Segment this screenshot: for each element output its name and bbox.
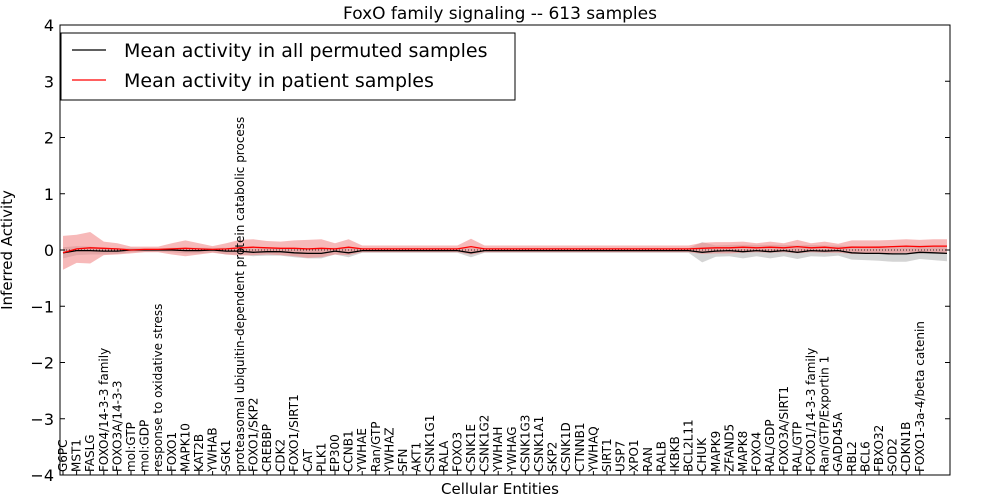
x-tick-label: CSNK1G2: [478, 415, 492, 472]
y-tick-label: 2: [44, 129, 54, 148]
x-tick-label: SKP2: [546, 442, 560, 472]
x-tick-label: USP7: [614, 441, 628, 472]
x-tick-label: mol:GDP: [138, 420, 152, 472]
x-tick-label: RALA: [437, 440, 451, 472]
y-tick-label: −4: [30, 466, 54, 485]
x-tick-label: CTNNB1: [573, 422, 587, 472]
y-tick-label: 4: [44, 16, 54, 35]
x-tick-label: SFN: [396, 449, 410, 473]
x-tick-label: Ran/GTP: [369, 421, 383, 472]
y-tick-label: 3: [44, 72, 54, 91]
x-tick-label: FOXO1-3a-4/beta catenin: [913, 321, 927, 472]
x-tick-label: YWHAE: [355, 428, 369, 473]
legend-box: [60, 32, 516, 101]
x-tick-label: SGK1: [219, 440, 233, 472]
x-axis-labels: G6PC MST1 FASLG FOXO4/14-3-3 family FOXO3A/1…: [56, 117, 927, 475]
x-tick-label: RAN: [641, 447, 655, 472]
legend-label-patient: Mean activity in patient samples: [124, 70, 434, 92]
x-tick-label: IKBKB: [668, 436, 682, 472]
x-tick-label: CHUK: [695, 437, 709, 472]
x-tick-label: MAPK8: [736, 431, 750, 472]
x-tick-label: SOD2: [886, 438, 900, 472]
x-tick-label: response to oxidative stress: [151, 304, 165, 472]
y-axis: 4 3 2 1 0 −1 −2 −3 −4: [30, 16, 950, 485]
y-axis-label: Inferred Activity: [0, 190, 16, 310]
x-tick-label: CSNK1G1: [423, 415, 437, 472]
x-tick-label: FOXO1/SKP2: [246, 397, 260, 472]
x-tick-label: FOXO1/14-3-3 family: [804, 348, 818, 472]
x-tick-label: CAT: [301, 448, 315, 472]
x-tick-label: XPO1: [627, 439, 641, 472]
x-tick-label: YWHAG: [505, 426, 519, 473]
legend-label-permuted: Mean activity in all permuted samples: [124, 40, 487, 62]
x-tick-label: YWHAH: [491, 427, 505, 473]
x-tick-label: RAL/GTP: [790, 422, 804, 472]
x-tick-label: MST1: [70, 439, 84, 472]
x-tick-label: YWHAB: [206, 427, 220, 473]
x-tick-label: FOXO1/SIRT1: [287, 394, 301, 472]
x-tick-label: FOXO3A/14-3-3: [110, 380, 124, 472]
x-tick-label: KAT2B: [192, 434, 206, 472]
line-permuted: [62, 249, 948, 255]
x-tick-label: RAL/GDP: [763, 419, 777, 472]
x-tick-label: CDKN1B: [899, 422, 913, 472]
x-tick-label: GADD45A: [831, 412, 845, 472]
x-tick-label: G6PC: [56, 439, 70, 472]
x-tick-label: YWHAQ: [586, 426, 600, 473]
x-tick-label: CSNK1D: [559, 422, 573, 472]
y-tick-label: −3: [30, 410, 54, 429]
x-tick-label: RBL2: [845, 441, 859, 472]
y-tick-label: 0: [44, 241, 54, 260]
x-tick-label: FOXO3: [450, 432, 464, 472]
x-tick-label: CSNK1E: [464, 424, 478, 472]
x-tick-label: CSNK1A1: [532, 416, 546, 472]
x-tick-label: FASLG: [83, 434, 97, 472]
line-patient: [62, 245, 947, 254]
x-tick-label: mol:GTP: [124, 422, 138, 472]
x-tick-label: ZFAND5: [722, 424, 736, 472]
x-axis-label: Cellular Entities: [441, 480, 559, 498]
x-tick-label: FOXO1: [165, 432, 179, 472]
x-tick-label: YWHAZ: [382, 427, 396, 473]
x-tick-label: BCL6: [858, 441, 872, 472]
x-tick-label: RALB: [654, 441, 668, 472]
x-tick-label: CCNB1: [342, 430, 356, 472]
x-tick-label: FOXO4: [750, 432, 764, 472]
series-lines: [60, 245, 950, 255]
legend: Mean activity in all permuted samples Me…: [60, 32, 516, 101]
x-tick-label: FOXO3A/SIRT1: [777, 386, 791, 472]
y-tick-label: 1: [44, 185, 54, 204]
y-tick-label: −2: [30, 354, 54, 373]
x-tick-label: Ran/GTP/Exportin 1: [818, 356, 832, 472]
x-tick-label: FBXO32: [872, 425, 886, 472]
chart-title: FoxO family signaling -- 613 samples: [343, 4, 657, 24]
x-tick-label: FOXO4/14-3-3 family: [97, 348, 111, 472]
y-tick-label: −1: [30, 297, 54, 316]
x-tick-label: PLK1: [314, 443, 328, 472]
x-tick-label: CDK2: [274, 439, 288, 472]
x-tick-label: CSNK1G3: [518, 415, 532, 472]
x-tick-label: AKT1: [410, 442, 424, 472]
x-tick-label: BCL2L11: [682, 419, 696, 472]
x-tick-label: CREBBP: [260, 424, 274, 472]
x-tick-label: MAPK9: [709, 431, 723, 472]
x-tick-label: SIRT1: [600, 438, 614, 472]
x-tick-label: proteasomal ubiquitin-dependent protein …: [233, 117, 247, 472]
x-tick-label: EP300: [328, 434, 342, 472]
x-tick-label: MAPK10: [178, 423, 192, 472]
